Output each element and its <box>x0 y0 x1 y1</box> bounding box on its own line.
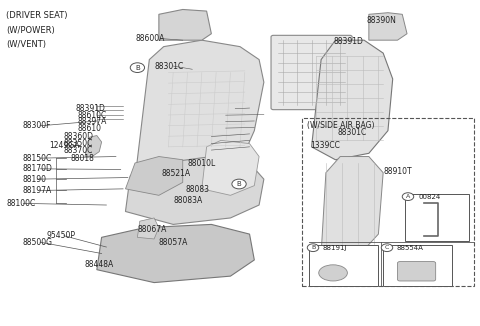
Text: 88067A: 88067A <box>137 225 167 234</box>
Polygon shape <box>369 13 407 40</box>
Text: 88300F: 88300F <box>23 121 51 130</box>
Text: 88600A: 88600A <box>135 34 164 43</box>
Text: 88301C: 88301C <box>154 62 183 70</box>
Polygon shape <box>159 9 211 40</box>
Text: B: B <box>311 245 315 250</box>
Polygon shape <box>321 156 383 260</box>
Text: 88197A: 88197A <box>23 186 52 195</box>
Text: 88350C: 88350C <box>63 139 93 148</box>
FancyBboxPatch shape <box>397 261 436 281</box>
Text: 88391D: 88391D <box>333 37 363 46</box>
Text: 88610: 88610 <box>78 124 102 133</box>
Circle shape <box>381 244 393 252</box>
Text: 1339CC: 1339CC <box>311 141 340 150</box>
Text: 88191J: 88191J <box>323 245 347 251</box>
Text: 88610C: 88610C <box>78 111 107 120</box>
Text: A: A <box>406 194 410 199</box>
Text: 1249GA: 1249GA <box>49 141 80 150</box>
Text: 88301C: 88301C <box>338 128 367 137</box>
Polygon shape <box>125 156 183 195</box>
Text: 88100C: 88100C <box>6 199 36 208</box>
Text: 88910T: 88910T <box>383 167 412 176</box>
Text: B: B <box>135 65 140 71</box>
Text: (W/VENT): (W/VENT) <box>6 40 46 49</box>
Text: (W/POWER): (W/POWER) <box>6 26 55 35</box>
Text: 95450P: 95450P <box>47 231 76 240</box>
Text: C: C <box>385 245 389 250</box>
Text: 88010L: 88010L <box>188 159 216 169</box>
Polygon shape <box>202 141 259 195</box>
FancyBboxPatch shape <box>383 245 452 286</box>
FancyBboxPatch shape <box>309 245 378 286</box>
Polygon shape <box>125 156 264 224</box>
Ellipse shape <box>319 265 348 281</box>
Text: (DRIVER SEAT): (DRIVER SEAT) <box>6 11 68 20</box>
Text: 88370C: 88370C <box>63 146 93 155</box>
Text: 88190: 88190 <box>23 175 47 184</box>
Text: (W/SIDE AIR BAG): (W/SIDE AIR BAG) <box>307 121 374 130</box>
Text: 88170D: 88170D <box>23 164 53 173</box>
Text: 88397A: 88397A <box>78 117 107 126</box>
Text: B: B <box>237 181 241 187</box>
Text: 88554A: 88554A <box>396 245 423 251</box>
Circle shape <box>232 179 246 189</box>
Circle shape <box>130 63 144 72</box>
FancyBboxPatch shape <box>271 35 352 110</box>
Polygon shape <box>135 40 264 189</box>
Polygon shape <box>137 218 159 239</box>
Text: 88360D: 88360D <box>63 132 94 141</box>
FancyBboxPatch shape <box>405 194 469 241</box>
Text: 88500G: 88500G <box>23 238 53 247</box>
Text: 88018: 88018 <box>71 154 95 163</box>
Text: 00824: 00824 <box>419 194 441 200</box>
Polygon shape <box>85 136 102 156</box>
Text: 88390N: 88390N <box>366 16 396 25</box>
Text: 88083A: 88083A <box>173 196 203 205</box>
Polygon shape <box>97 224 254 283</box>
Text: 88391D: 88391D <box>75 104 105 113</box>
Circle shape <box>307 244 319 252</box>
Text: 88083: 88083 <box>185 185 209 194</box>
Text: 88057A: 88057A <box>159 238 188 247</box>
Text: 88150C: 88150C <box>23 154 52 163</box>
Text: 88448A: 88448A <box>85 260 114 269</box>
Text: 88521A: 88521A <box>161 169 191 178</box>
Circle shape <box>402 193 414 200</box>
Polygon shape <box>312 40 393 160</box>
